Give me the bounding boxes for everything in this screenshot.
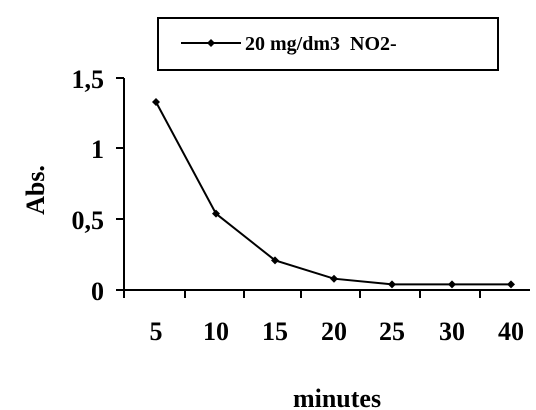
data-point [507,280,515,289]
x-axis-labels: 5 10 15 20 25 30 40 [150,317,525,346]
x-tick-label: 40 [498,317,524,346]
y-tick-label: 0 [91,277,104,306]
x-tick-label: 10 [203,317,229,346]
y-axis-label: Abs. [21,165,50,215]
x-tick-label: 20 [321,317,347,346]
x-tick-label: 15 [262,317,288,346]
y-axis-ticks: 0 0,5 1 1,5 [72,65,124,306]
x-axis-ticks [123,290,481,298]
data-point [388,280,396,289]
x-axis-label: minutes [293,384,381,410]
legend: 20 mg/dm3 NO2- [157,17,499,71]
data-point [330,274,338,283]
data-point [448,280,456,289]
x-tick-label: 30 [439,317,465,346]
series-markers [152,98,515,289]
data-point [271,256,279,265]
legend-label: 20 mg/dm3 NO2- [245,33,397,55]
plot-area [152,98,515,289]
data-point [212,209,220,218]
legend-marker [207,39,215,47]
data-point [152,98,160,107]
x-tick-label: 25 [379,317,405,346]
y-tick-label: 0,5 [72,206,105,235]
y-tick-label: 1,5 [72,65,105,94]
x-tick-label: 5 [150,317,163,346]
series-line-20-mg-dm3-no2 [155,101,511,286]
y-tick-label: 1 [91,135,104,164]
